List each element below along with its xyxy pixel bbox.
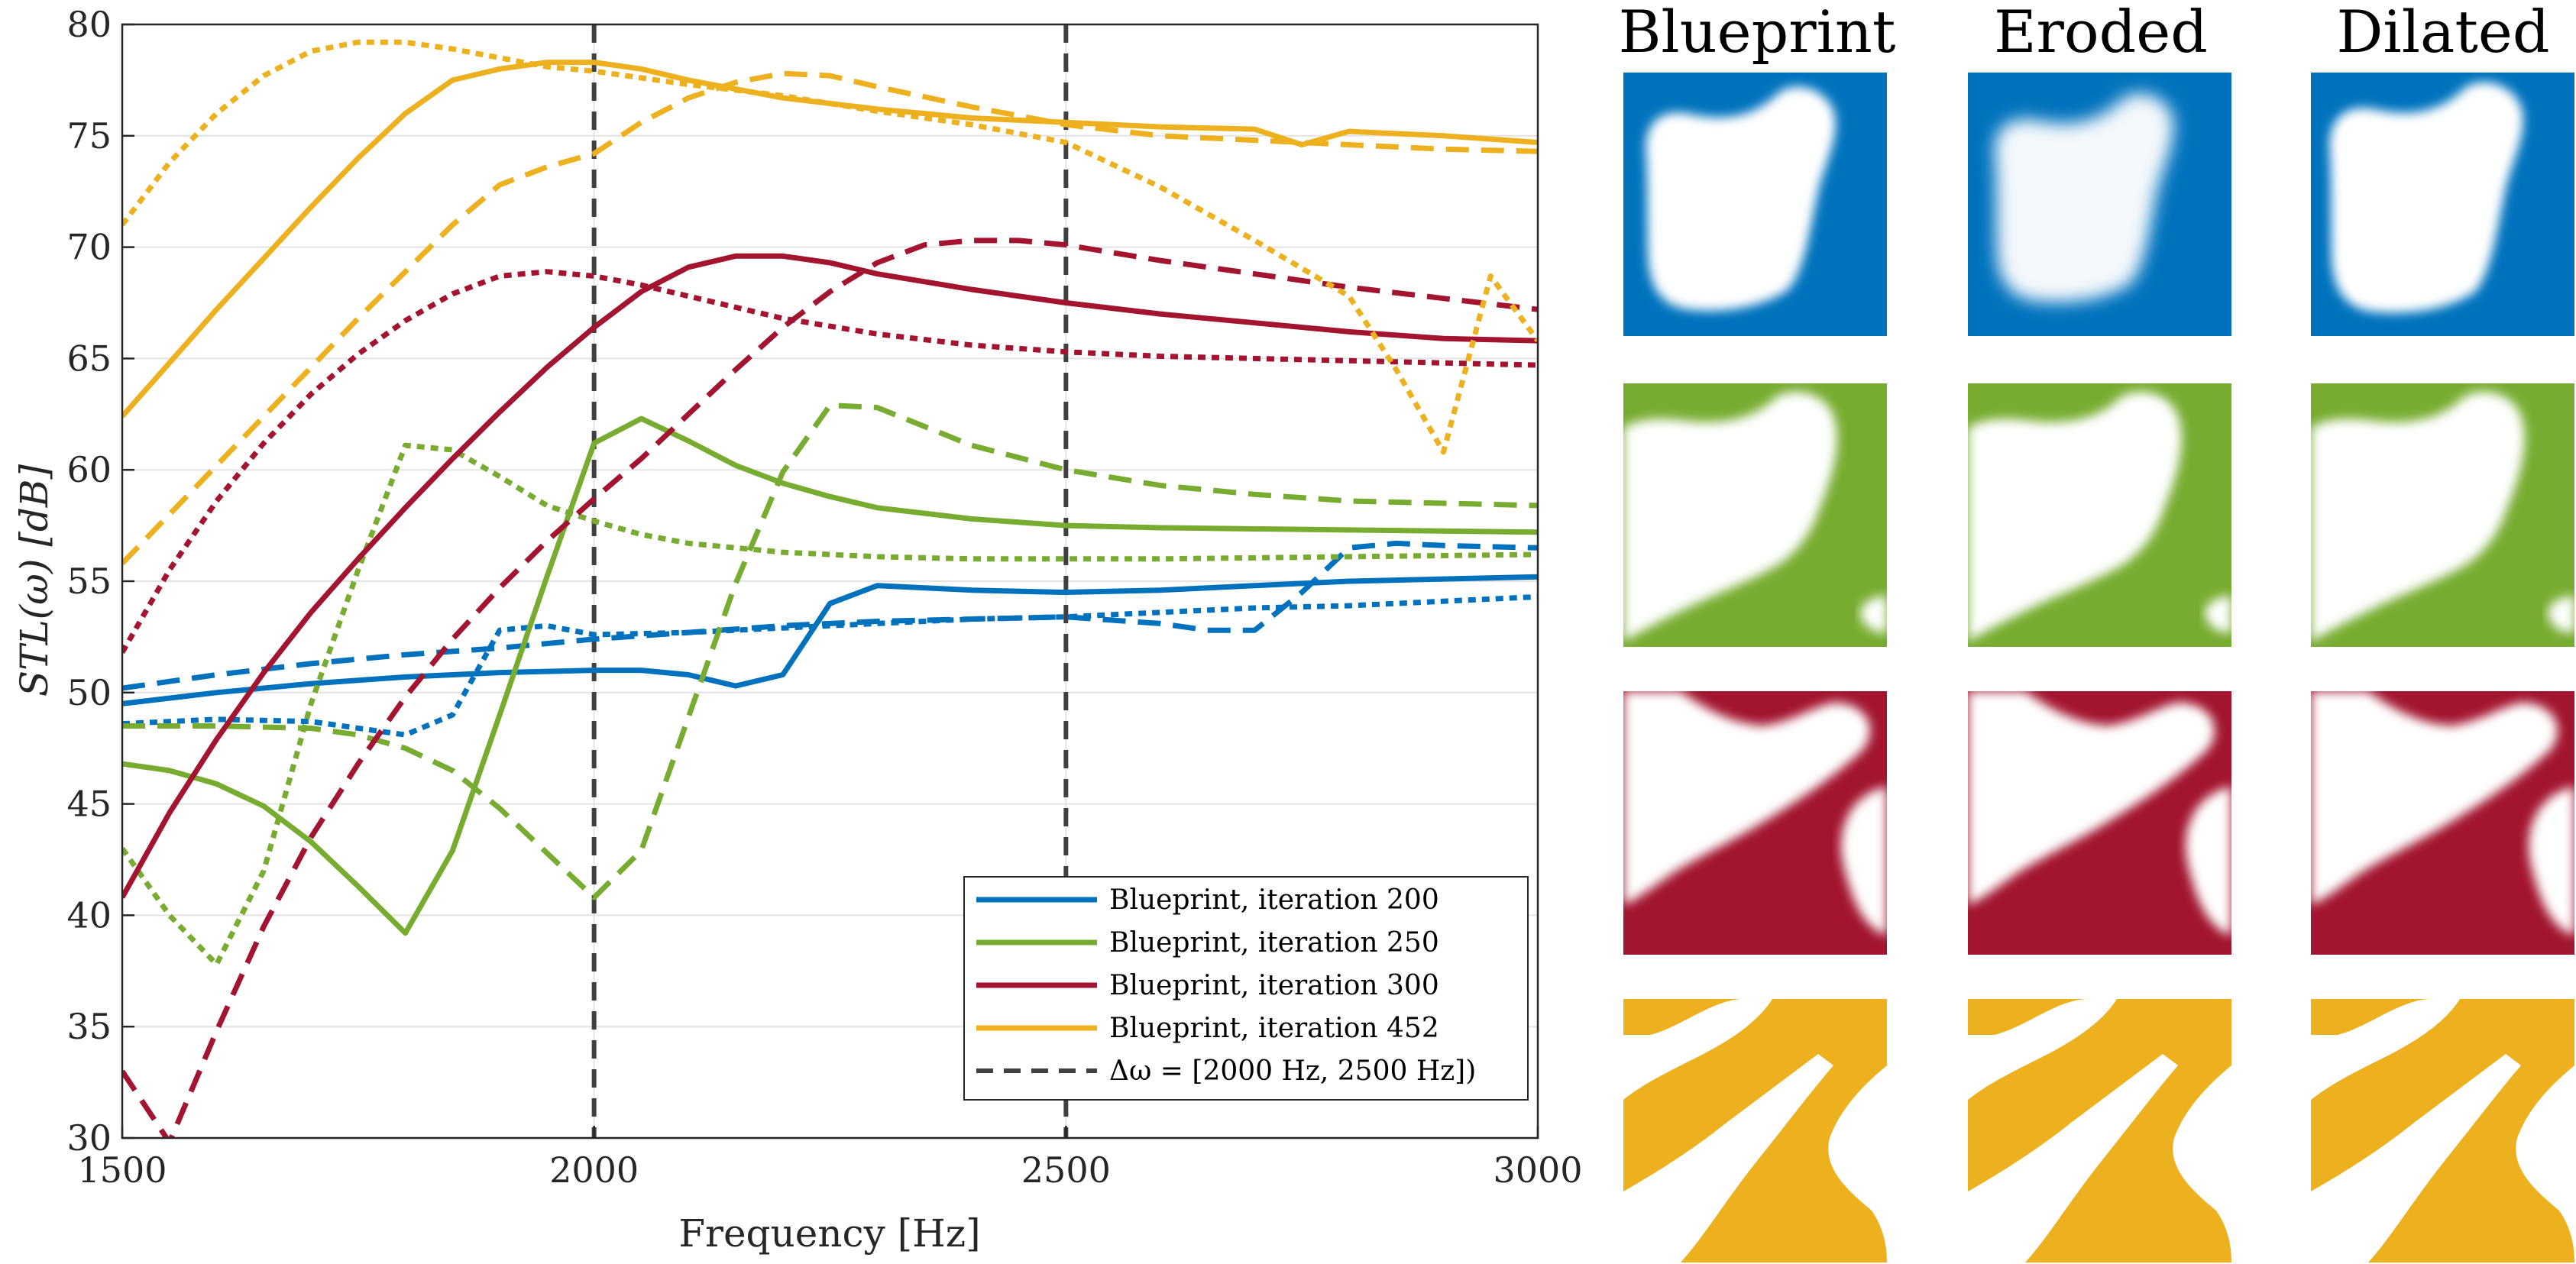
x-tick-label: 3000 [1493,1149,1582,1191]
series-line-iteration-300-dilated [122,269,1538,655]
series-line-iteration-200-blueprint [122,574,1538,706]
column-title-dilated: Dilated [2336,0,2549,66]
panel-iter200-dilated [2311,73,2574,336]
stl-line-chart: 1500 2000 2500 3000 3035404550556065707580 … [12,4,1583,1256]
panel-iter452-blueprint [1623,999,1887,1262]
legend-box [963,876,1529,1101]
y-tick-label: 80 [66,4,112,45]
y-tick-label: 60 [66,449,112,490]
topology-panels: Blueprint Eroded Dilated [1619,0,2574,1262]
y-tick-labels: 30 35 40 45 50 55 60 65 70 75 80 [66,4,134,1159]
panel-iter250-blueprint [1623,383,1887,647]
series-line-iteration-200-eroded [122,540,1538,691]
panel-iter250-eroded [1968,383,2231,647]
series-lines [122,39,1538,1138]
x-tick-label: 1500 [77,1149,167,1191]
band-lines [591,24,1069,1138]
y-tick-label: 70 [66,227,112,268]
y-tick-label: 35 [66,1006,112,1047]
series-line-iteration-250-dilated [122,442,1538,968]
column-title-eroded: Eroded [1994,0,2208,66]
legend-label-iter200: Blueprint, iteration 200 [1109,884,1439,916]
y-tick-label: 40 [66,894,112,936]
panel-iter200-eroded [1968,73,2231,336]
y-tick-label: 45 [66,784,112,825]
y-tick-label: 50 [66,672,112,713]
panel-iter452-eroded [1968,999,2231,1262]
legend: Blueprint, iteration 200 Blueprint, iter… [963,876,1529,1101]
legend-label-iter250: Blueprint, iteration 250 [1109,927,1439,959]
y-tick-label: 65 [66,338,112,379]
panel-iter250-dilated [2311,383,2574,647]
series-line-iteration-200-dilated [122,593,1538,738]
panel-iter300-eroded [1968,691,2231,955]
panel-iter452-dilated [2311,999,2574,1262]
column-title-blueprint: Blueprint [1619,0,1896,66]
x-axis-title: Frequency [Hz] [678,1211,980,1256]
y-tick-label: 55 [66,561,112,602]
y-tick-label: 30 [66,1117,112,1159]
panel-iter300-blueprint [1623,691,1887,955]
x-tick-label: 2500 [1021,1149,1111,1191]
y-axis-title: STL(ω) [dB] [12,464,57,697]
series-line-iteration-452-eroded [122,70,1538,566]
panel-iter200-blueprint [1623,73,1887,336]
legend-label-iter300: Blueprint, iteration 300 [1109,970,1439,1001]
x-tick-label: 2000 [549,1149,639,1191]
series-line-iteration-300-blueprint [122,253,1538,899]
legend-label-iter452: Blueprint, iteration 452 [1109,1013,1439,1044]
panel-iter300-dilated [2311,691,2574,955]
legend-label-band: Δω = [2000 Hz, 2500 Hz]) [1109,1055,1476,1087]
series-line-iteration-300-eroded [122,238,1538,1138]
series-line-iteration-452-blueprint [122,60,1538,419]
series-line-iteration-250-blueprint [122,415,1538,936]
x-tick-labels: 1500 2000 2500 3000 [77,1126,1583,1191]
y-tick-label: 75 [66,115,112,157]
